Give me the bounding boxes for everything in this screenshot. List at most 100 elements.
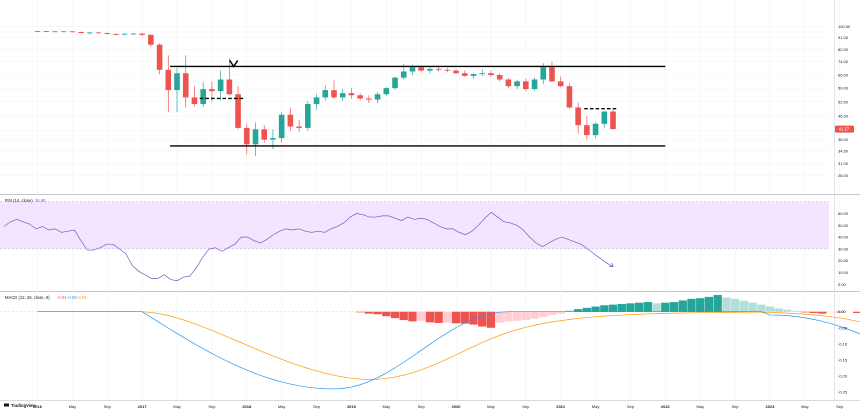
candle-body[interactable] bbox=[95, 32, 102, 34]
candle-body[interactable] bbox=[461, 73, 468, 76]
candle-body[interactable] bbox=[523, 81, 529, 90]
candle-body[interactable] bbox=[43, 31, 50, 32]
candle-body[interactable] bbox=[313, 97, 320, 105]
rsi-axis-labels[interactable]: 60.00 50.00 40.00 30.00 20.00 10.00 0.00 bbox=[838, 211, 849, 287]
macd-histogram-bar[interactable] bbox=[739, 300, 748, 312]
macd-histogram-bar[interactable] bbox=[390, 311, 400, 319]
macd-histogram-bar[interactable] bbox=[364, 311, 374, 314]
candle-body[interactable] bbox=[444, 69, 451, 71]
candle-body[interactable] bbox=[374, 94, 381, 100]
macd-histogram-bar[interactable] bbox=[730, 298, 740, 312]
macd-histogram-bar[interactable] bbox=[791, 311, 801, 312]
macd-histogram-bar[interactable] bbox=[800, 311, 810, 313]
macd-histogram-bar[interactable] bbox=[565, 310, 574, 312]
candle-body[interactable] bbox=[139, 33, 145, 35]
rsi-series[interactable] bbox=[0, 201, 829, 282]
macd-histogram-bar[interactable] bbox=[460, 311, 469, 324]
candle-body[interactable] bbox=[557, 81, 564, 87]
macd-histogram-bar[interactable] bbox=[478, 311, 487, 327]
macd-histogram-bar[interactable] bbox=[443, 311, 452, 323]
candle-body[interactable] bbox=[540, 67, 547, 80]
candle-body[interactable] bbox=[479, 73, 486, 75]
macd-histogram-bar[interactable] bbox=[669, 302, 679, 312]
macd-histogram-bar[interactable] bbox=[417, 311, 426, 321]
macd-histogram-bar[interactable] bbox=[556, 311, 565, 314]
candle-body[interactable] bbox=[52, 31, 58, 33]
candle-body[interactable] bbox=[549, 67, 555, 82]
macd-histogram-bar[interactable] bbox=[687, 298, 696, 312]
macd-histogram-bar[interactable] bbox=[355, 311, 365, 313]
macd-histogram-bar[interactable] bbox=[451, 311, 461, 324]
macd-histogram-bar[interactable] bbox=[469, 311, 478, 325]
candle-body[interactable] bbox=[226, 79, 233, 95]
time-axis-labels[interactable]: 2016 May Sep 2017 May Sep 2018 May Sep 2019 May Sep… bbox=[33, 404, 844, 409]
candle-body[interactable] bbox=[113, 33, 119, 35]
candle-body[interactable] bbox=[322, 90, 329, 98]
candle-body[interactable] bbox=[496, 74, 503, 80]
candle-body[interactable] bbox=[60, 31, 67, 33]
macd-histogram-bar[interactable] bbox=[757, 304, 766, 312]
macd-histogram-bar[interactable] bbox=[399, 311, 408, 321]
candle-body[interactable] bbox=[366, 98, 372, 100]
drawn-levels[interactable] bbox=[170, 60, 666, 147]
macd-histogram-bar[interactable] bbox=[643, 302, 653, 312]
candle-body[interactable] bbox=[566, 86, 573, 108]
tradingview-logo[interactable]: TradingView bbox=[4, 403, 36, 408]
candle-body[interactable] bbox=[575, 107, 581, 126]
macd-histogram-bar[interactable] bbox=[600, 305, 609, 312]
macd-histogram-bar[interactable] bbox=[530, 311, 539, 319]
macd-histogram-bar[interactable] bbox=[748, 302, 757, 312]
candle-body[interactable] bbox=[592, 123, 599, 136]
candle-body[interactable] bbox=[104, 33, 111, 34]
macd-histogram-bar[interactable] bbox=[661, 302, 670, 312]
macd-histogram-bar[interactable] bbox=[573, 309, 583, 312]
macd-histogram-bar[interactable] bbox=[678, 300, 687, 312]
macd-histogram-bar[interactable] bbox=[774, 308, 783, 312]
candle-body[interactable] bbox=[34, 31, 41, 32]
macd-histogram-bar[interactable] bbox=[696, 298, 705, 312]
candle-body[interactable] bbox=[156, 44, 163, 70]
macd-histogram-bar[interactable] bbox=[826, 311, 836, 313]
candle-body[interactable] bbox=[584, 125, 590, 136]
candle-body[interactable] bbox=[278, 114, 285, 139]
macd-histogram-bar[interactable] bbox=[783, 309, 792, 312]
candle-body[interactable] bbox=[200, 89, 206, 105]
macd-histogram-bar[interactable] bbox=[521, 311, 530, 321]
candle-body[interactable] bbox=[270, 138, 276, 140]
candle-body[interactable] bbox=[383, 88, 390, 95]
macd-legend-title[interactable]: MACD (12, 26, close, 9) bbox=[5, 295, 50, 300]
macd-histogram-bar[interactable] bbox=[617, 303, 626, 312]
macd-histogram-bar[interactable] bbox=[713, 294, 722, 312]
macd-series[interactable] bbox=[0, 294, 860, 390]
candle-body[interactable] bbox=[296, 126, 302, 128]
candle-body[interactable] bbox=[243, 127, 250, 145]
macd-histogram-bar[interactable] bbox=[818, 311, 827, 314]
candle-body[interactable] bbox=[235, 94, 241, 128]
candle-body[interactable] bbox=[191, 97, 198, 105]
candle-body[interactable] bbox=[453, 70, 459, 74]
candle-body[interactable] bbox=[69, 31, 76, 33]
macd-histogram-bar[interactable] bbox=[835, 311, 844, 313]
candle-body[interactable] bbox=[209, 89, 215, 92]
macd-histogram-bar[interactable] bbox=[373, 311, 382, 315]
candle-body[interactable] bbox=[130, 33, 137, 35]
macd-line[interactable] bbox=[37, 311, 860, 390]
candle-body[interactable] bbox=[217, 79, 224, 92]
candle-body[interactable] bbox=[305, 104, 311, 128]
macd-histogram-bar[interactable] bbox=[495, 311, 504, 323]
candle-body[interactable] bbox=[174, 73, 180, 91]
candle-body[interactable] bbox=[488, 73, 494, 75]
macd-histogram-bar[interactable] bbox=[408, 311, 417, 322]
candle-body[interactable] bbox=[418, 67, 424, 71]
candle-body[interactable] bbox=[252, 129, 259, 145]
candle-body[interactable] bbox=[331, 90, 337, 98]
macd-histogram-bar[interactable] bbox=[486, 311, 496, 328]
macd-histogram-bar[interactable] bbox=[652, 303, 661, 312]
macd-histogram-bar[interactable] bbox=[539, 311, 548, 317]
candle-body[interactable] bbox=[610, 111, 616, 130]
candle-body[interactable] bbox=[182, 73, 189, 98]
candle-body[interactable] bbox=[505, 79, 512, 87]
candle-body[interactable] bbox=[339, 93, 346, 98]
rsi-legend-title[interactable]: RSI (14, close) bbox=[5, 198, 33, 203]
candle-body[interactable] bbox=[409, 67, 416, 72]
